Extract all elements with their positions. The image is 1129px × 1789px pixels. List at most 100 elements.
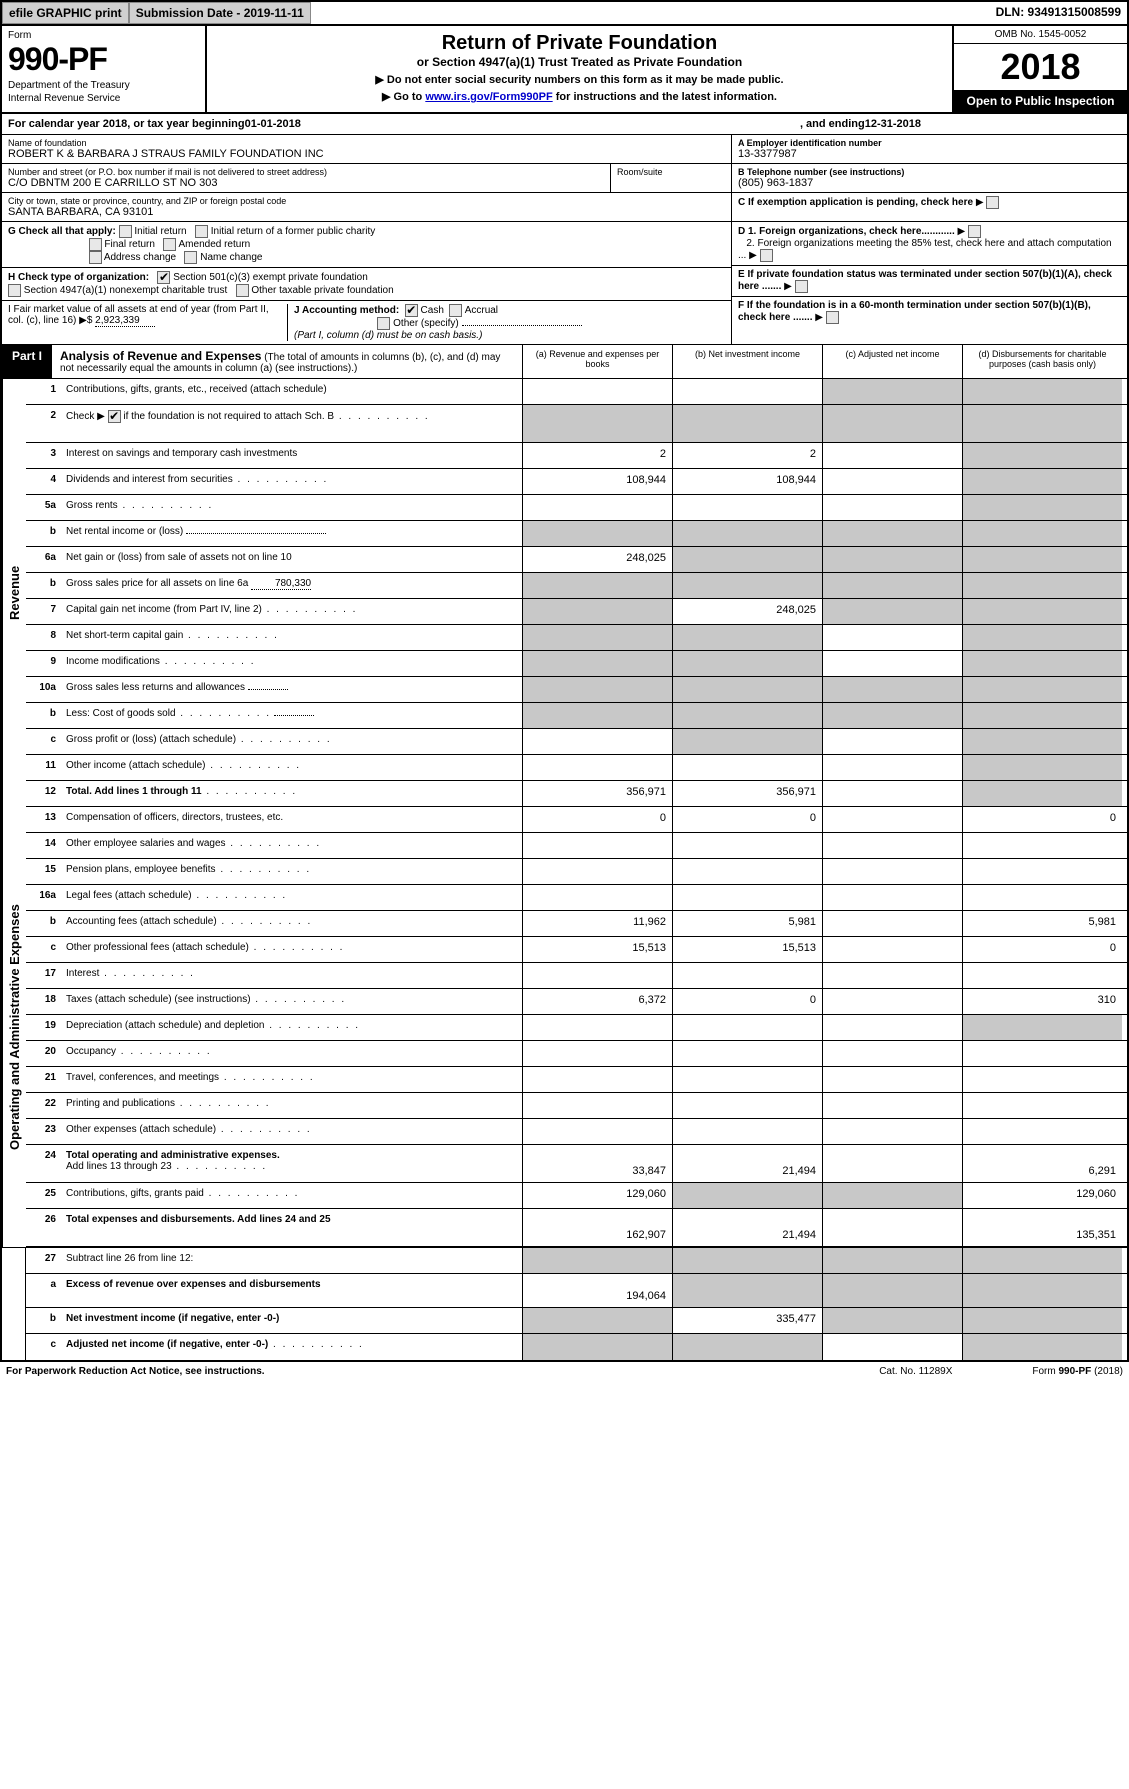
form-header: Form 990-PF Department of the Treasury I… <box>2 26 1127 114</box>
cell-a <box>522 729 672 754</box>
cell-b <box>672 1274 822 1307</box>
cell-a: 0 <box>522 807 672 832</box>
efile-print-button[interactable]: efile GRAPHIC print <box>2 2 129 24</box>
cell-c <box>822 1183 962 1208</box>
cell-c <box>822 833 962 858</box>
table-row: 13Compensation of officers, directors, t… <box>26 807 1127 833</box>
cell-c <box>822 1119 962 1144</box>
e-row: E If private foundation status was termi… <box>732 266 1127 297</box>
4947-checkbox[interactable] <box>8 284 21 297</box>
cell-d <box>962 469 1122 494</box>
form-subtitle: or Section 4947(a)(1) Trust Treated as P… <box>213 55 946 69</box>
header-left: Form 990-PF Department of the Treasury I… <box>2 26 207 112</box>
cell-c <box>822 703 962 728</box>
col-d-header: (d) Disbursements for charitable purpose… <box>962 345 1122 378</box>
table-row: 18Taxes (attach schedule) (see instructi… <box>26 989 1127 1015</box>
ghi-left: G Check all that apply: Initial return I… <box>2 222 732 344</box>
cell-b: 248,025 <box>672 599 822 624</box>
name-change-checkbox[interactable] <box>184 251 197 264</box>
j-note: (Part I, column (d) must be on cash basi… <box>294 330 482 341</box>
initial-former-checkbox[interactable] <box>195 225 208 238</box>
name-label: Name of foundation <box>8 138 725 148</box>
cell-d <box>962 379 1122 404</box>
other-taxable-checkbox[interactable] <box>236 284 249 297</box>
line-desc: Subtract line 26 from line 12: <box>62 1248 522 1273</box>
d1-label: D 1. Foreign organizations, check here..… <box>738 226 955 237</box>
line-num: 27 <box>26 1248 62 1273</box>
table-row: 16aLegal fees (attach schedule) <box>26 885 1127 911</box>
cell-b <box>672 963 822 988</box>
accrual-checkbox[interactable] <box>449 304 462 317</box>
dln-label: DLN: 93491315008599 <box>990 2 1127 24</box>
table-row: 3Interest on savings and temporary cash … <box>26 443 1127 469</box>
sch-b-checkbox[interactable] <box>108 410 121 423</box>
cell-a <box>522 405 672 442</box>
cell-a: 33,847 <box>522 1145 672 1182</box>
part1-tag: Part I <box>2 345 52 378</box>
table-row: 5aGross rents <box>26 495 1127 521</box>
501c3-checkbox[interactable] <box>157 271 170 284</box>
cell-b <box>672 703 822 728</box>
table-row: 2Check ▶ if the foundation is not requir… <box>26 405 1127 443</box>
cell-b <box>672 833 822 858</box>
cell-b <box>672 547 822 572</box>
header-center: Return of Private Foundation or Section … <box>207 26 952 112</box>
f-checkbox[interactable] <box>826 311 839 324</box>
cell-a: 129,060 <box>522 1183 672 1208</box>
address-change-checkbox[interactable] <box>89 251 102 264</box>
cell-b <box>672 885 822 910</box>
line-desc: Check ▶ if the foundation is not require… <box>62 405 522 442</box>
cell-d <box>962 547 1122 572</box>
c-checkbox[interactable] <box>986 196 999 209</box>
cell-c <box>822 521 962 546</box>
table-row: bAccounting fees (attach schedule)11,962… <box>26 911 1127 937</box>
cell-a: 194,064 <box>522 1274 672 1307</box>
line-num: 24 <box>26 1145 62 1182</box>
cell-b <box>672 1119 822 1144</box>
cal-begin: 01-01-2018 <box>245 118 301 130</box>
line-num: 10a <box>26 677 62 702</box>
cell-c <box>822 885 962 910</box>
amended-return-checkbox[interactable] <box>163 238 176 251</box>
cell-a <box>522 1093 672 1118</box>
final-return-checkbox[interactable] <box>89 238 102 251</box>
h-opt-1: Section 501(c)(3) exempt private foundat… <box>173 272 368 283</box>
c-label: C If exemption application is pending, c… <box>738 197 973 208</box>
room-label: Room/suite <box>611 164 731 192</box>
other-method-checkbox[interactable] <box>377 317 390 330</box>
cell-a <box>522 703 672 728</box>
cell-c <box>822 1248 962 1273</box>
d2-checkbox[interactable] <box>760 249 773 262</box>
initial-return-checkbox[interactable] <box>119 225 132 238</box>
table-row: cOther professional fees (attach schedul… <box>26 937 1127 963</box>
line-num: 11 <box>26 755 62 780</box>
h-opt-3: Other taxable private foundation <box>251 285 393 296</box>
revenue-rows: 1Contributions, gifts, grants, etc., rec… <box>26 379 1127 807</box>
line-desc: Contributions, gifts, grants paid <box>62 1183 522 1208</box>
arrow-icon <box>815 312 823 323</box>
line-num: 2 <box>26 405 62 442</box>
top-bar: efile GRAPHIC print Submission Date - 20… <box>2 2 1127 26</box>
col-a-header: (a) Revenue and expenses per books <box>522 345 672 378</box>
cash-checkbox[interactable] <box>405 304 418 317</box>
cell-d <box>962 1015 1122 1040</box>
cell-d: 310 <box>962 989 1122 1014</box>
line-desc: Compensation of officers, directors, tru… <box>62 807 522 832</box>
d1-checkbox[interactable] <box>968 225 981 238</box>
line-desc: Total expenses and disbursements. Add li… <box>62 1209 522 1246</box>
e-checkbox[interactable] <box>795 280 808 293</box>
info-left: Name of foundation ROBERT K & BARBARA J … <box>2 135 732 221</box>
form-ref: Form 990-PF (2018) <box>1032 1366 1123 1377</box>
line-desc: Excess of revenue over expenses and disb… <box>62 1274 522 1307</box>
cell-a <box>522 1015 672 1040</box>
city-label: City or town, state or province, country… <box>8 196 725 206</box>
summary-rows: 27Subtract line 26 from line 12: aExcess… <box>26 1248 1127 1360</box>
cell-c <box>822 547 962 572</box>
cell-d <box>962 521 1122 546</box>
cell-d <box>962 1119 1122 1144</box>
line-num: 13 <box>26 807 62 832</box>
cell-c <box>822 677 962 702</box>
irs-link[interactable]: www.irs.gov/Form990PF <box>425 91 552 103</box>
g-row: G Check all that apply: Initial return I… <box>2 222 731 268</box>
info-block: Name of foundation ROBERT K & BARBARA J … <box>2 135 1127 222</box>
